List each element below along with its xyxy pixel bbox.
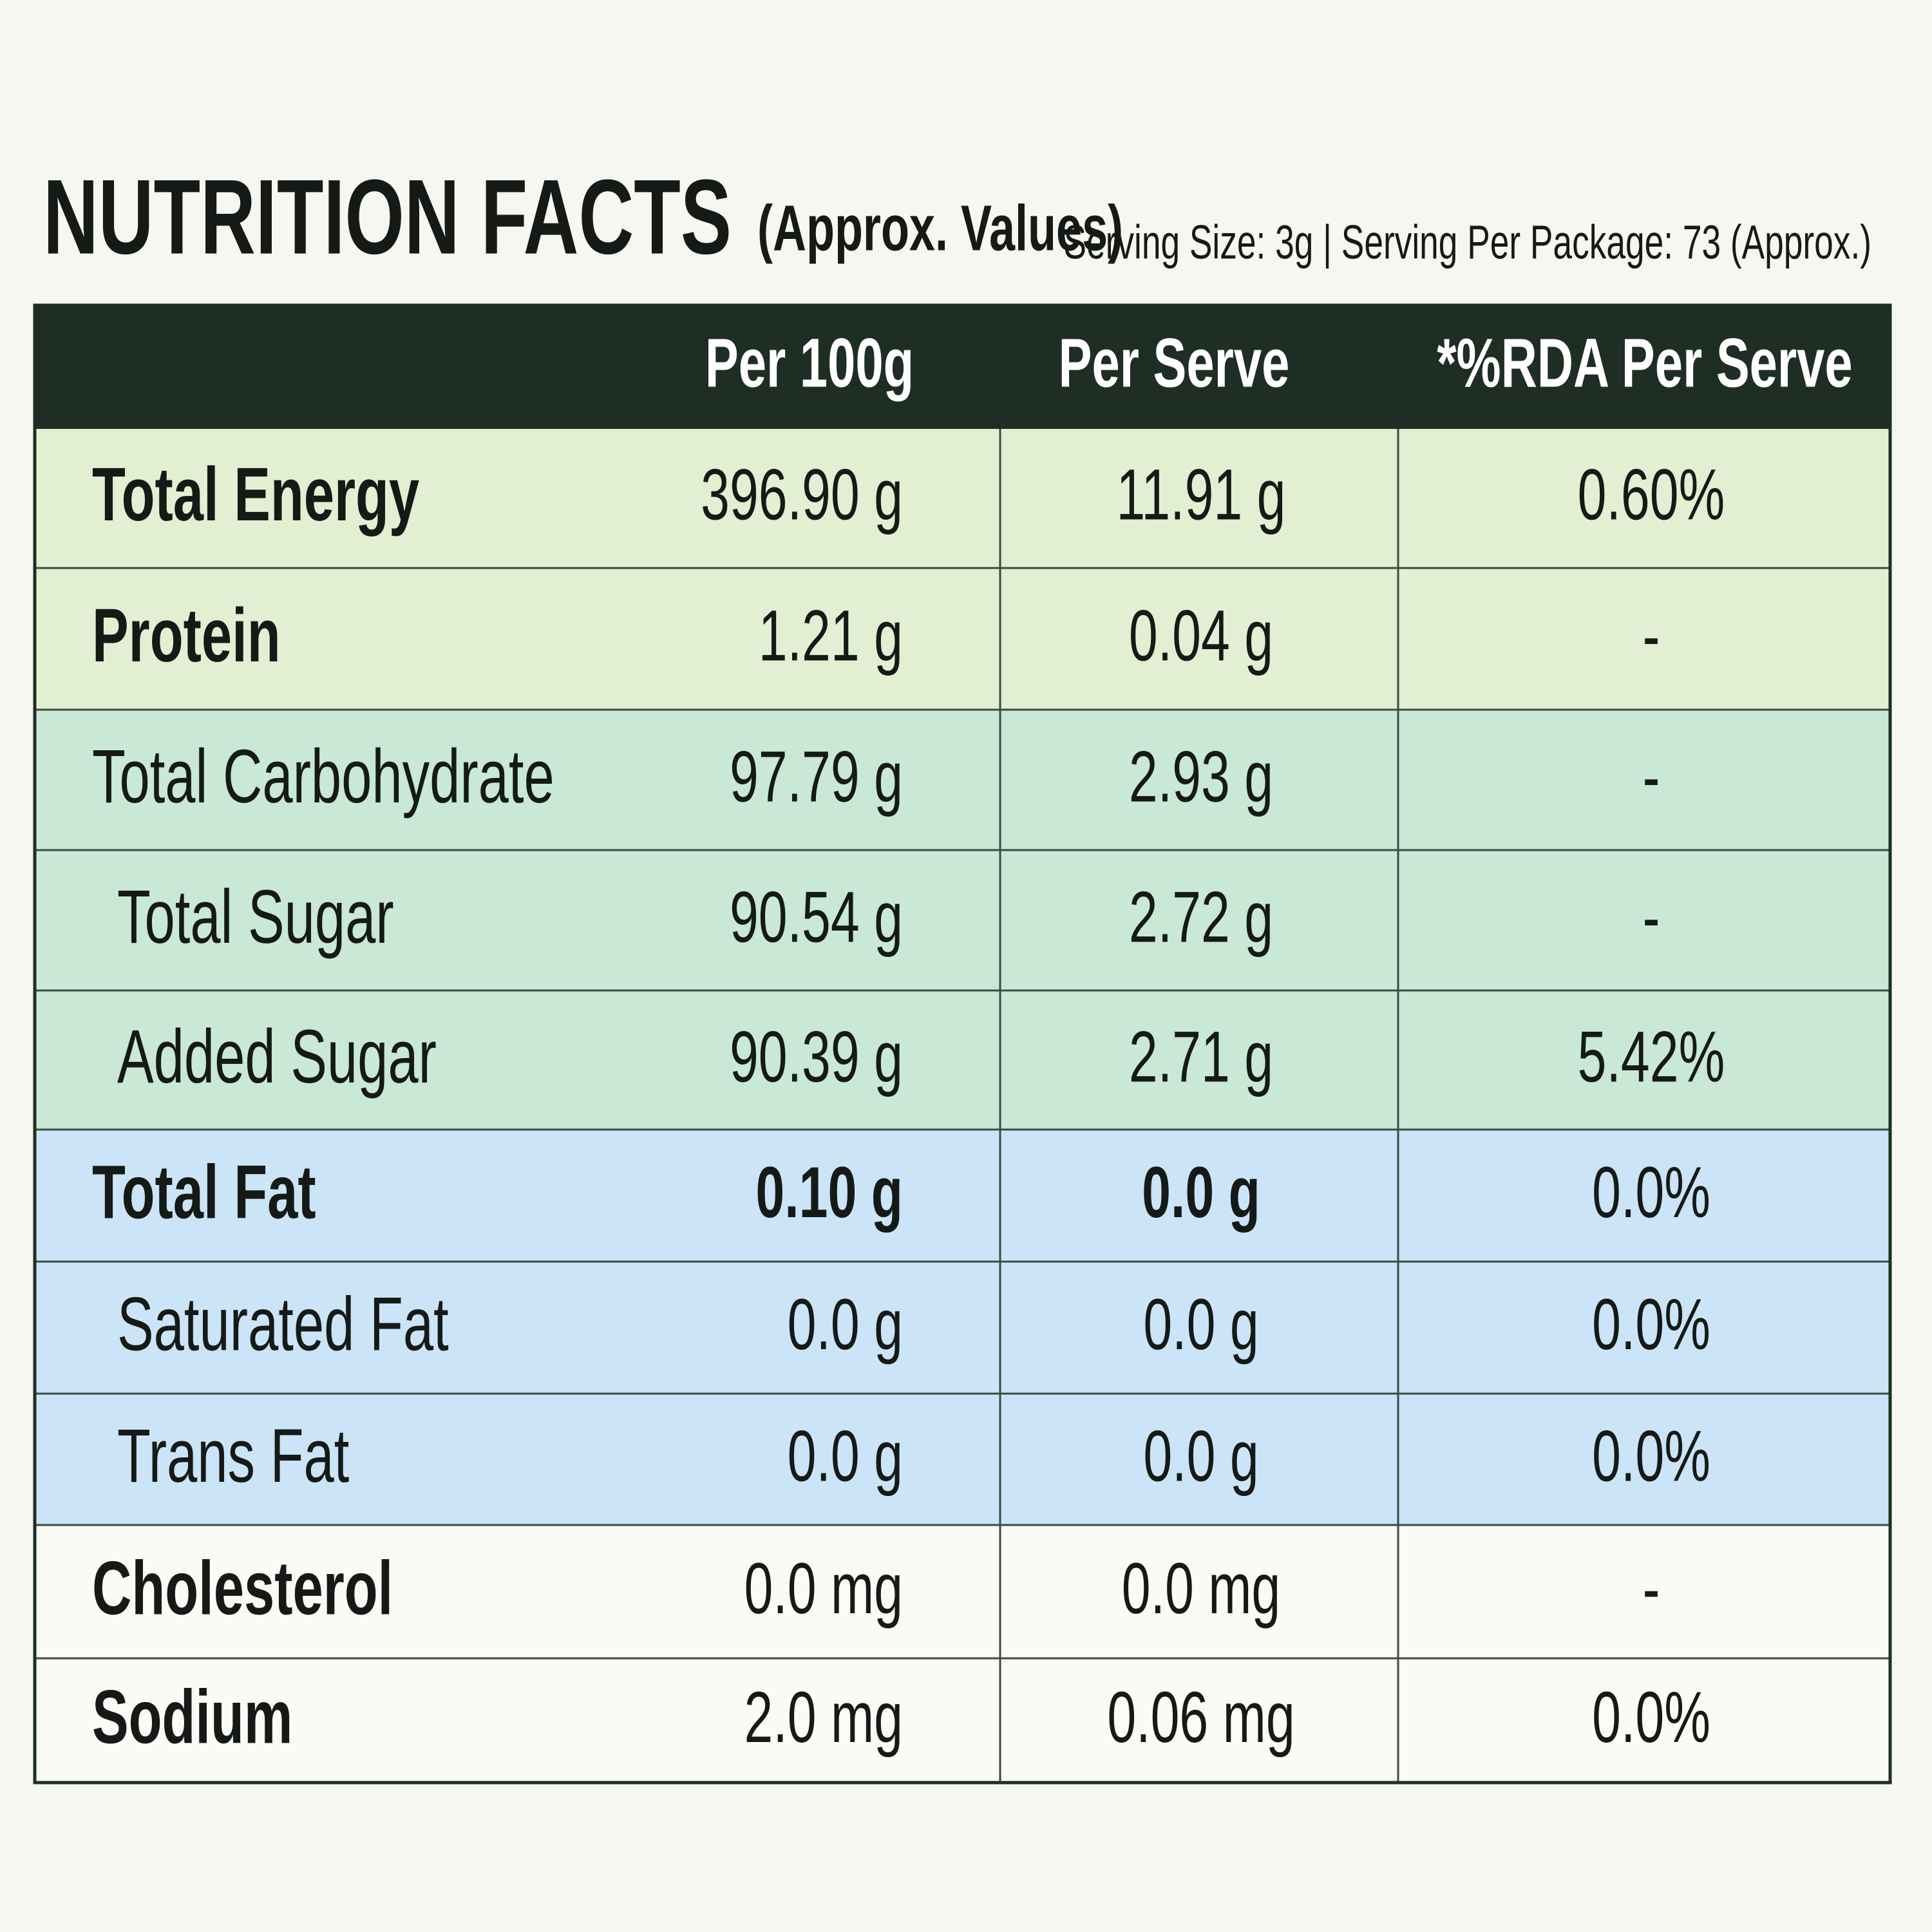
per-100g: 0.0 g [788,1416,903,1497]
header-row [35,305,1890,428]
subtitle: (Approx. Values) [757,193,1123,264]
row-label: Total Sugar [117,874,394,959]
column-header: *%RDA Per Serve [1437,324,1852,402]
rda: 0.0% [1592,1416,1710,1497]
rda: 0.0% [1592,1152,1710,1233]
row-label: Saturated Fat [117,1282,449,1367]
rda: - [1643,737,1660,817]
row-label: Trans Fat [117,1413,349,1498]
per-serve: 0.0 g [1142,1152,1260,1233]
per-serve: 11.91 g [1116,455,1285,535]
per-100g: 0.0 g [788,1284,903,1365]
title: NUTRITION FACTS [43,158,732,277]
per-serve: 2.93 g [1129,737,1273,817]
column-header: Per 100g [705,324,914,402]
per-serve: 0.04 g [1129,596,1273,676]
row-background [35,1262,1890,1394]
row-background [35,1394,1890,1525]
row-background [35,568,1890,710]
row-background [35,1130,1890,1262]
row-label: Protein [92,592,281,677]
row-background [35,1525,1890,1658]
table-border [33,303,1892,1785]
row-label: Total Carbohydrate [92,734,554,819]
row-background [35,710,1890,850]
per-100g: 97.79 g [730,737,903,817]
column-header: Per Serve [1059,324,1290,402]
per-serve: 0.0 g [1143,1416,1258,1497]
rda: - [1643,1548,1660,1629]
per-100g: 0.0 mg [744,1548,903,1629]
per-serve: 2.71 g [1129,1017,1273,1097]
per-100g: 90.54 g [730,877,903,958]
row-label: Total Fat [92,1150,316,1235]
row-label: Cholesterol [92,1546,393,1631]
per-serve: 0.0 mg [1122,1548,1281,1629]
rda: - [1643,596,1660,676]
rda: 0.0% [1592,1677,1710,1757]
per-serve: 0.0 g [1143,1284,1258,1365]
rda: - [1643,877,1660,958]
per-100g: 0.10 g [755,1152,903,1233]
per-100g: 90.39 g [730,1017,903,1097]
rda: 0.60% [1578,455,1725,535]
per-serve: 2.72 g [1129,877,1273,958]
per-100g: 1.21 g [759,596,903,676]
row-label: Total Energy [92,451,419,536]
row-background [35,428,1890,568]
per-100g: 2.0 mg [744,1677,903,1757]
serving-info: Serving Size: 3g | Serving Per Package: … [1063,216,1871,269]
per-100g: 396.90 g [701,455,903,535]
row-label: Sodium [92,1674,292,1759]
per-serve: 0.06 mg [1107,1677,1294,1757]
row-background [35,990,1890,1130]
row-background [35,1658,1890,1783]
rda: 0.0% [1592,1284,1710,1365]
row-label: Added Sugar [117,1014,437,1099]
rda: 5.42% [1578,1017,1725,1097]
row-background [35,850,1890,990]
